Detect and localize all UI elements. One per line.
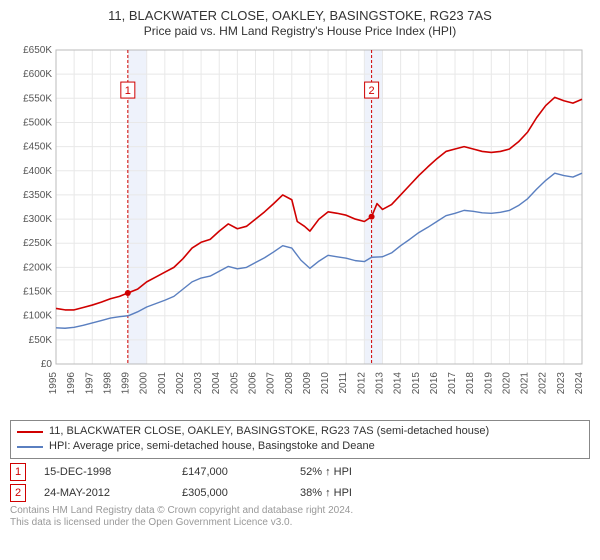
event-pct: 38% ↑ HPI [300,487,410,499]
svg-text:£200K: £200K [23,262,52,273]
footer-line2: This data is licensed under the Open Gov… [10,517,590,530]
svg-text:£150K: £150K [23,287,52,298]
svg-text:1995: 1995 [48,372,59,395]
event-pct: 52% ↑ HPI [300,466,410,478]
svg-text:£100K: £100K [23,311,52,322]
svg-text:2002: 2002 [175,372,186,395]
svg-text:2012: 2012 [356,372,367,395]
legend-label: HPI: Average price, semi-detached house,… [49,439,375,454]
svg-text:2010: 2010 [320,372,331,395]
event-price: £305,000 [182,487,282,499]
svg-text:£450K: £450K [23,142,52,153]
svg-text:2024: 2024 [574,372,585,395]
svg-text:2017: 2017 [447,372,458,395]
svg-text:2003: 2003 [193,372,204,395]
svg-text:1: 1 [125,85,131,97]
svg-text:2006: 2006 [248,372,259,395]
event-date: 15-DEC-1998 [44,466,164,478]
svg-text:2009: 2009 [302,372,313,395]
chart-svg: £0 £50K £100K £150K £200K £250K £300K £350K £400… [10,44,590,414]
svg-text:£400K: £400K [23,166,52,177]
footer-line1: Contains HM Land Registry data © Crown c… [10,505,590,518]
legend-label: 11, BLACKWATER CLOSE, OAKLEY, BASINGSTOK… [49,424,489,439]
svg-text:2013: 2013 [374,372,385,395]
svg-text:2005: 2005 [229,372,240,395]
svg-text:2008: 2008 [284,372,295,395]
chart-title: 11, BLACKWATER CLOSE, OAKLEY, BASINGSTOK… [10,8,590,23]
svg-text:£350K: £350K [23,190,52,201]
legend-swatch [17,431,43,433]
chart-subtitle: Price paid vs. HM Land Registry's House … [10,24,590,38]
svg-text:2015: 2015 [411,372,422,395]
chart-area: £0 £50K £100K £150K £200K £250K £300K £350K £400… [10,44,590,414]
footer-attribution: Contains HM Land Registry data © Crown c… [10,505,590,530]
svg-text:2023: 2023 [556,372,567,395]
legend-row: 11, BLACKWATER CLOSE, OAKLEY, BASINGSTOK… [17,424,583,439]
svg-text:2021: 2021 [520,372,531,395]
legend-row: HPI: Average price, semi-detached house,… [17,439,583,454]
svg-text:1997: 1997 [84,372,95,395]
svg-text:2001: 2001 [157,372,168,395]
event-date: 24-MAY-2012 [44,487,164,499]
svg-text:2019: 2019 [483,372,494,395]
svg-text:£550K: £550K [23,93,52,104]
svg-text:£50K: £50K [29,335,53,346]
svg-text:2011: 2011 [338,372,349,394]
svg-text:2007: 2007 [266,372,277,395]
svg-text:2018: 2018 [465,372,476,395]
event-table: 1 15-DEC-1998 £147,000 52% ↑ HPI 2 24-MAY-201… [10,463,590,502]
svg-text:2004: 2004 [211,372,222,395]
svg-text:2016: 2016 [429,372,440,395]
svg-text:1998: 1998 [102,372,113,395]
event-row: 2 24-MAY-2012 £305,000 38% ↑ HPI [10,484,590,502]
svg-text:£650K: £650K [23,45,52,56]
svg-text:£250K: £250K [23,238,52,249]
legend-box: 11, BLACKWATER CLOSE, OAKLEY, BASINGSTOK… [10,420,590,459]
chart-container: 11, BLACKWATER CLOSE, OAKLEY, BASINGSTOK… [0,0,600,560]
svg-text:2: 2 [369,85,375,97]
svg-text:1996: 1996 [66,372,77,395]
svg-text:£0: £0 [41,359,53,370]
legend-swatch [17,446,43,448]
event-marker: 2 [10,484,26,502]
svg-text:£500K: £500K [23,117,52,128]
svg-text:2020: 2020 [501,372,512,395]
svg-text:2022: 2022 [538,372,549,395]
svg-text:£300K: £300K [23,214,52,225]
svg-text:£600K: £600K [23,69,52,80]
event-price: £147,000 [182,466,282,478]
event-marker: 1 [10,463,26,481]
svg-text:2014: 2014 [393,372,404,395]
event-row: 1 15-DEC-1998 £147,000 52% ↑ HPI [10,463,590,481]
svg-text:2000: 2000 [139,372,150,395]
svg-text:1999: 1999 [121,372,132,395]
